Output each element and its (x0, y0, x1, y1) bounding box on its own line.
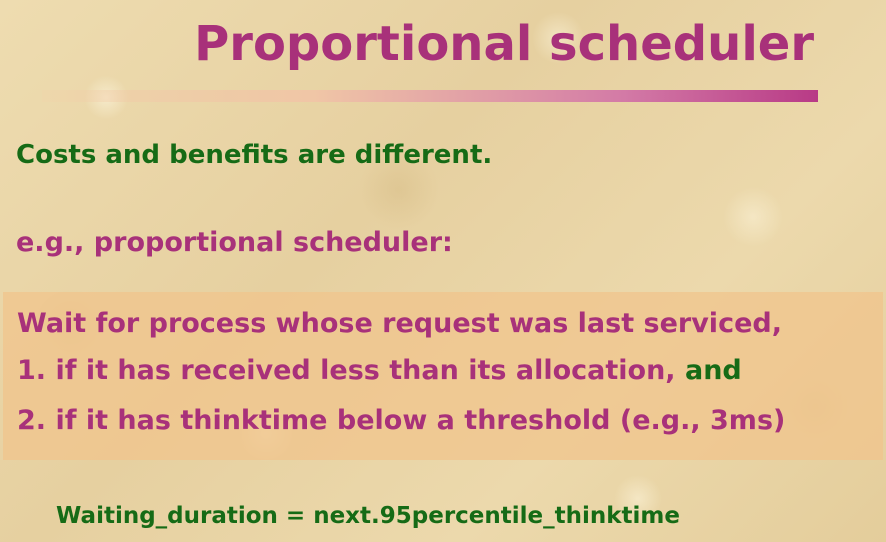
example-line: e.g., proportional scheduler: (16, 227, 453, 258)
slide-title: Proportional scheduler (194, 16, 814, 72)
costs-benefits-line: Costs and benefits are different. (16, 140, 493, 170)
and-keyword: and (684, 355, 742, 386)
box-line-condition-2: 2. if it has thinktime below a threshold… (17, 405, 786, 436)
box-line-condition-1: 1. if it has received less than its allo… (17, 355, 742, 386)
highlight-box: Wait for process whose request was last … (3, 292, 883, 460)
waiting-duration-formula: Waiting_duration = next.95percentile_thi… (56, 503, 680, 529)
title-underline (42, 90, 818, 102)
box-line-wait: Wait for process whose request was last … (17, 308, 782, 339)
condition-1-text: 1. if it has received less than its allo… (17, 355, 685, 386)
